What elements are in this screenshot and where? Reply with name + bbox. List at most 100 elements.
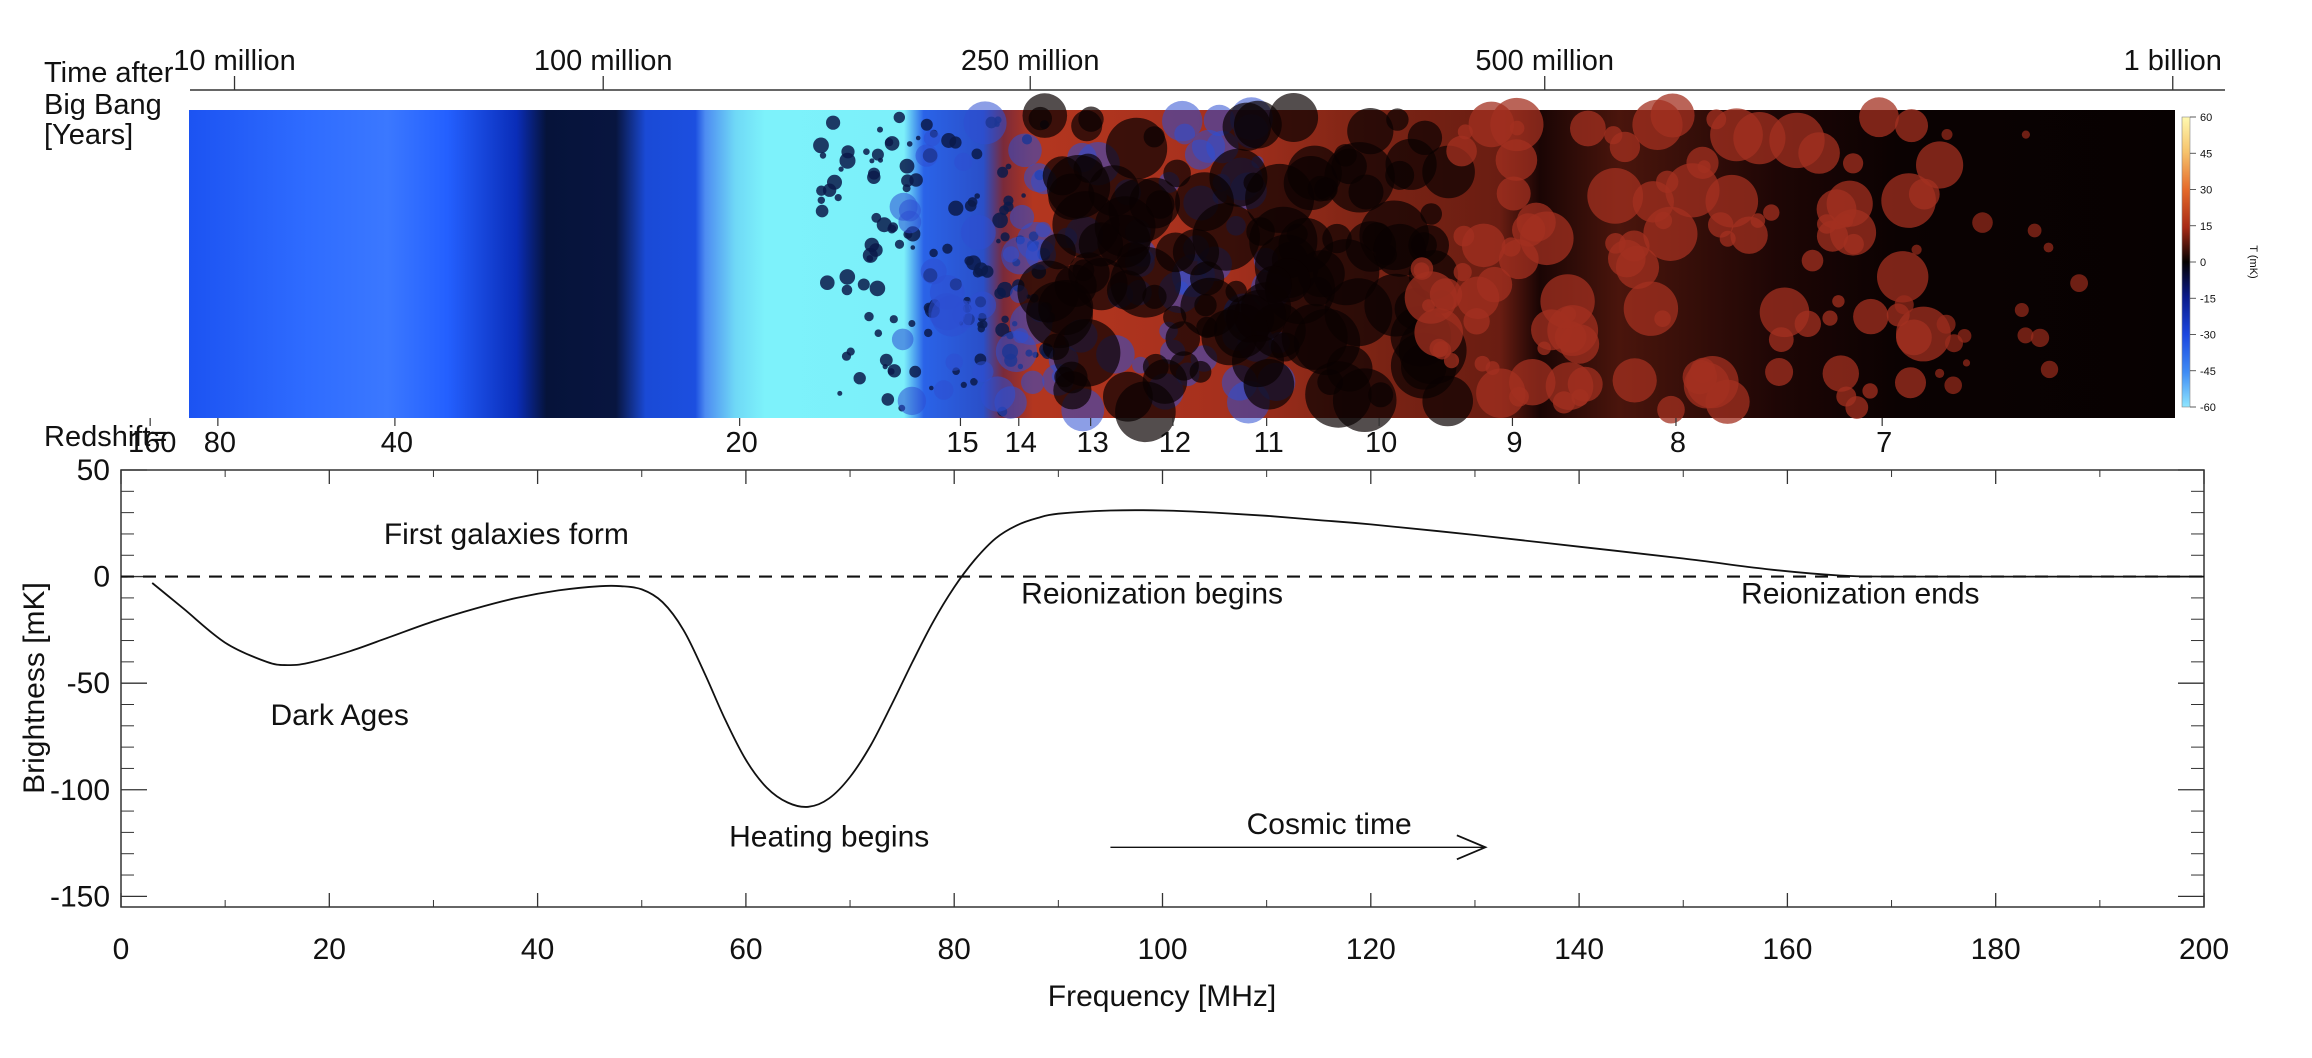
map-texture-blob bbox=[1443, 353, 1460, 369]
redshift-tick-label: 8 bbox=[1670, 427, 1686, 459]
map-texture-blob bbox=[970, 378, 978, 386]
map-texture-blob bbox=[1730, 216, 1768, 254]
annotation-text: Dark Ages bbox=[271, 699, 409, 732]
map-texture-blob bbox=[1414, 308, 1463, 357]
map-texture-blob bbox=[1822, 355, 1860, 392]
map-texture-blob bbox=[897, 386, 927, 416]
x-tick-label: 180 bbox=[1971, 933, 2021, 966]
annotation-text: First galaxies form bbox=[384, 518, 629, 551]
map-texture-blob bbox=[1587, 168, 1644, 224]
map-texture-blob bbox=[1422, 375, 1473, 427]
map-texture-blob bbox=[974, 193, 980, 199]
map-texture-blob bbox=[910, 245, 916, 250]
map-texture-blob bbox=[929, 385, 934, 391]
map-texture-blob bbox=[1255, 265, 1292, 303]
map-texture-blob bbox=[1571, 389, 1589, 407]
map-texture-blob bbox=[893, 111, 905, 124]
map-texture-blob bbox=[1944, 376, 1962, 395]
map-texture-blob bbox=[853, 372, 866, 385]
map-texture-blob bbox=[933, 380, 954, 400]
map-texture-blob bbox=[1706, 109, 1727, 130]
map-texture-blob bbox=[2070, 274, 2089, 292]
map-texture-blob bbox=[2014, 303, 2029, 317]
map-texture-blob bbox=[1845, 396, 1869, 419]
map-texture-blob bbox=[1180, 277, 1240, 337]
map-texture-blob bbox=[1632, 181, 1675, 223]
y-tick-label: 0 bbox=[93, 561, 110, 594]
map-texture-blob bbox=[1877, 251, 1929, 303]
map-texture-blob bbox=[909, 365, 922, 378]
map-texture-blob bbox=[1453, 263, 1472, 282]
map-texture-blob bbox=[1498, 239, 1539, 280]
map-texture-blob bbox=[881, 393, 895, 406]
map-texture-blob bbox=[1570, 110, 1606, 147]
map-texture-blob bbox=[1843, 153, 1864, 174]
redshift-tick-label: 160 bbox=[128, 427, 176, 459]
map-texture-blob bbox=[2043, 242, 2054, 253]
temperature-map-structure bbox=[813, 93, 2089, 443]
redshift-tick-label: 80 bbox=[204, 427, 236, 459]
redshift-tick-label: 15 bbox=[946, 427, 978, 459]
y-axis-label: Brightness [mK] bbox=[18, 582, 51, 794]
map-texture-blob bbox=[887, 364, 901, 378]
redshift-tick-label: 9 bbox=[1506, 427, 1522, 459]
map-texture-blob bbox=[819, 152, 827, 159]
map-texture-blob bbox=[877, 126, 883, 133]
map-texture-blob bbox=[1307, 175, 1334, 202]
redshift-tick-label: 10 bbox=[1365, 427, 1397, 459]
map-texture-blob bbox=[1420, 203, 1442, 225]
map-texture-blob bbox=[963, 101, 1007, 145]
annotation-text: Heating begins bbox=[729, 821, 929, 854]
time-axis: Time after Big Bang [Years] 10 million 10… bbox=[44, 45, 2225, 151]
map-texture-blob bbox=[1650, 93, 1695, 138]
map-texture-blob bbox=[906, 141, 913, 147]
map-texture-blob bbox=[1962, 359, 1971, 367]
map-texture-blob bbox=[889, 192, 918, 221]
time-axis-label-line-3: [Years] bbox=[44, 119, 133, 151]
map-texture-blob bbox=[1422, 299, 1435, 312]
colorbar-tick-label: 30 bbox=[2200, 185, 2212, 197]
map-texture-blob bbox=[882, 364, 888, 370]
map-texture-blob bbox=[1763, 204, 1780, 221]
map-texture-blob bbox=[1657, 395, 1685, 424]
map-texture-blob bbox=[1269, 93, 1319, 142]
annotation-text: Reionization begins bbox=[1021, 578, 1283, 611]
map-texture-blob bbox=[1053, 371, 1092, 410]
map-texture-blob bbox=[908, 320, 916, 327]
map-texture-blob bbox=[1189, 360, 1212, 383]
map-texture-blob bbox=[1832, 295, 1845, 308]
time-tick-label: 1 billion bbox=[2124, 45, 2222, 77]
map-texture-blob bbox=[1143, 126, 1165, 148]
time-tick-label: 10 million bbox=[173, 45, 296, 77]
map-texture-blob bbox=[1163, 159, 1191, 188]
map-texture-blob bbox=[972, 267, 983, 278]
map-texture-blob bbox=[817, 196, 825, 204]
colorbar-ticks: 60 45 30 15 0 -15 -30 -45 -60 bbox=[2190, 112, 2216, 414]
redshift-tick-label: 12 bbox=[1159, 427, 1191, 459]
redshift-axis-label: Redshift= bbox=[44, 421, 167, 453]
map-texture-blob bbox=[1009, 204, 1035, 230]
x-tick-label: 60 bbox=[729, 933, 762, 966]
map-texture-blob bbox=[1192, 203, 1260, 271]
map-texture-blob bbox=[1801, 249, 1824, 272]
x-tick-label: 120 bbox=[1346, 933, 1396, 966]
brightness-plot: 0 20 40 60 80 100 120 140 160 180 200 50 0 -50 -100 -1… bbox=[18, 454, 2229, 1013]
map-texture-blob bbox=[1859, 97, 1899, 138]
map-texture-blob bbox=[846, 347, 855, 356]
colorbar: 60 45 30 15 0 -15 -30 -45 -60 T (mK) bbox=[2181, 112, 2259, 414]
map-texture-blob bbox=[891, 328, 914, 351]
x-tick-label: 0 bbox=[113, 933, 130, 966]
map-texture-blob bbox=[1456, 276, 1500, 320]
map-texture-blob bbox=[1348, 174, 1384, 210]
map-texture-blob bbox=[869, 280, 886, 297]
colorbar-label: T (mK) bbox=[2247, 245, 2259, 278]
map-texture-blob bbox=[813, 137, 829, 154]
map-texture-blob bbox=[1046, 155, 1111, 219]
map-texture-blob bbox=[884, 138, 894, 147]
colorbar-tick-label: -60 bbox=[2200, 402, 2216, 414]
y-axis-ticks: 50 0 -50 -100 -150 bbox=[50, 454, 2204, 913]
map-texture-blob bbox=[1028, 106, 1053, 131]
y-tick-label: -150 bbox=[50, 880, 110, 913]
map-texture-blob bbox=[1765, 358, 1794, 386]
